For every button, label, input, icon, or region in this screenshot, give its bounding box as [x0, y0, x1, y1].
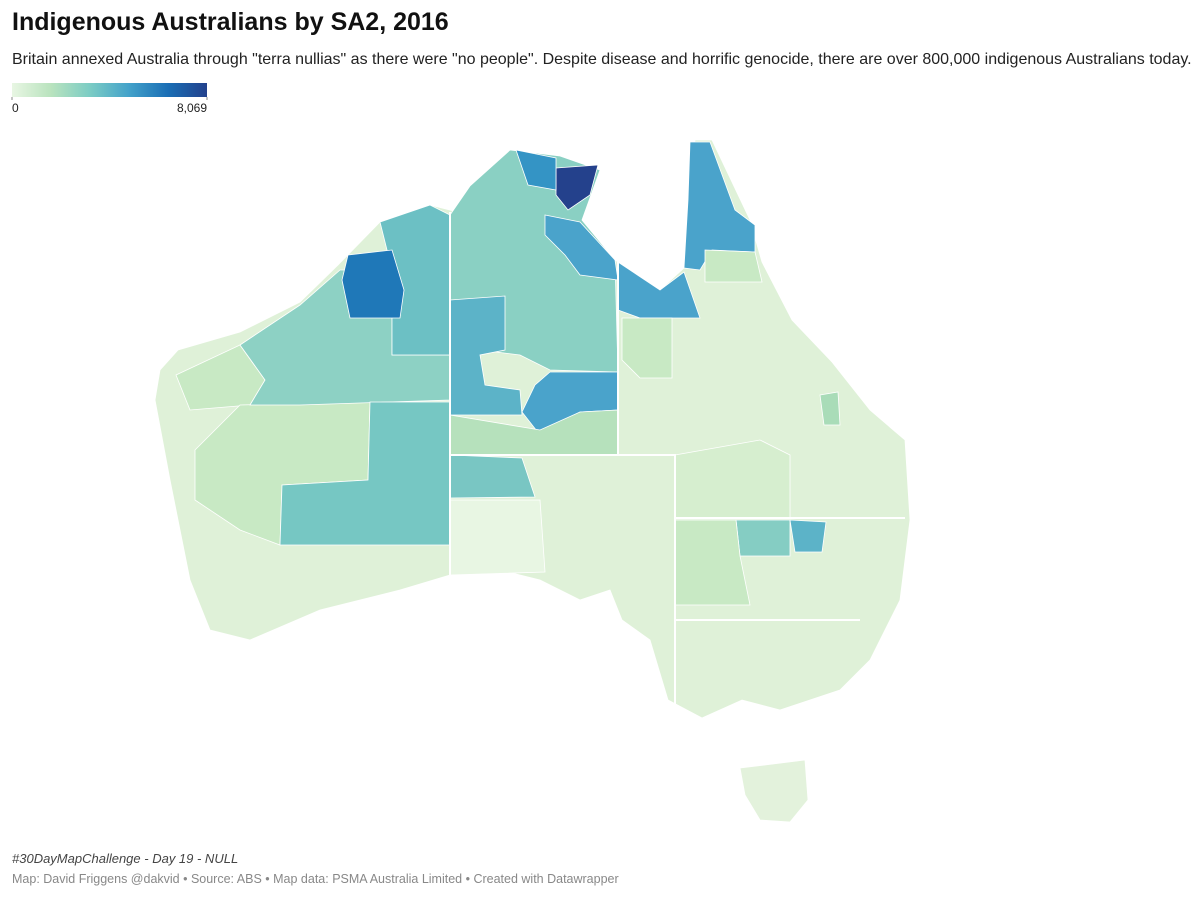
- australia: [154, 139, 911, 823]
- region: [621, 317, 673, 379]
- legend-tick-label: 8,069: [177, 101, 207, 115]
- region: [789, 519, 827, 553]
- region: [704, 249, 763, 283]
- region: [544, 214, 619, 281]
- subtitle: Britain annexed Australia through "terra…: [12, 51, 1192, 68]
- legend: 0 8,069: [11, 83, 208, 115]
- footer-note: #30DayMapChallenge - Day 19 - NULL: [12, 851, 239, 866]
- tasmania: [739, 759, 809, 823]
- state-border: [449, 212, 905, 712]
- region: [819, 391, 841, 426]
- title: Indigenous Australians by SA2, 2016: [12, 8, 449, 36]
- credit: Map: David Friggens @dakvid • Source: AB…: [12, 872, 619, 886]
- region: [674, 439, 791, 519]
- region: [449, 454, 536, 499]
- region: [449, 295, 523, 416]
- region: [515, 149, 557, 191]
- region: [735, 519, 791, 557]
- region: [555, 164, 599, 211]
- region: [341, 249, 405, 319]
- region: [449, 499, 546, 576]
- legend-tick-label: 0: [12, 101, 19, 115]
- legend-bar: [12, 83, 207, 97]
